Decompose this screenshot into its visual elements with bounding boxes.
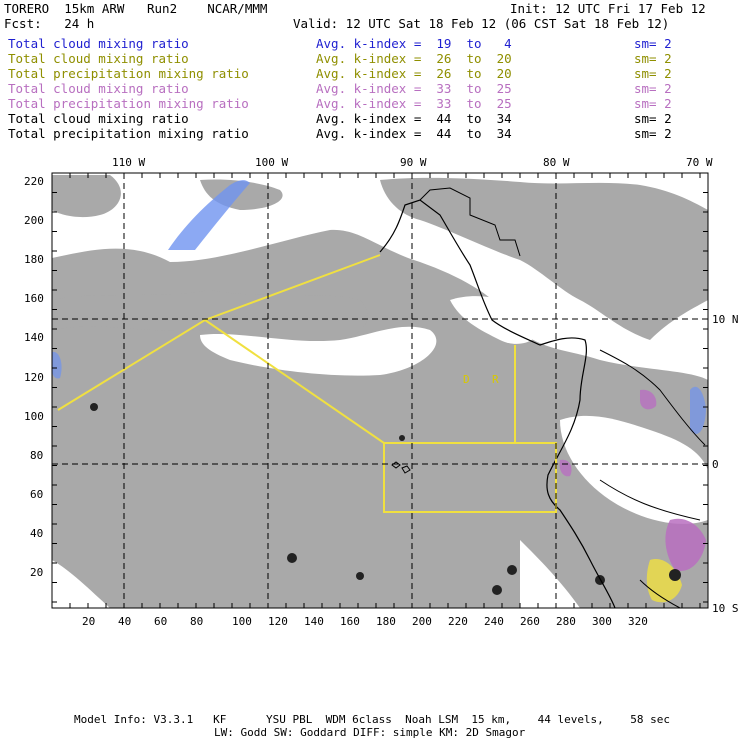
forecast-hour: Fcst: 24 h [4, 16, 95, 31]
run-title: TORERO 15km ARW Run2 NCAR/MMM [4, 1, 268, 16]
y-tick-label: 80 [30, 449, 43, 462]
cloud-mass [52, 175, 121, 218]
lat-label: 10 S [712, 602, 739, 615]
legend-sm: sm= 2 [634, 36, 672, 51]
dark-cloud-core [90, 403, 98, 411]
coastline [379, 199, 616, 608]
clear-area [450, 296, 541, 344]
y-tick-label: 120 [24, 371, 44, 384]
model-info-line2: LW: Godd SW: Goddard DIFF: simple KM: 2D… [214, 726, 526, 739]
legend-stat: Avg. k-index = 33 to 25 [316, 96, 512, 111]
lat-label: 0 [712, 458, 719, 471]
x-tick-label: 160 [340, 615, 360, 628]
x-tick-label: 260 [520, 615, 540, 628]
coastline [599, 479, 701, 521]
legend-stat: Avg. k-index = 26 to 20 [316, 51, 512, 66]
clear-area [300, 200, 370, 231]
x-tick-label: 280 [556, 615, 576, 628]
x-tick-label: 220 [448, 615, 468, 628]
x-tick-label: 60 [154, 615, 167, 628]
lat-label: 10 N [712, 313, 739, 326]
dark-cloud-core [507, 565, 517, 575]
legend-sm: sm= 2 [634, 66, 672, 81]
clear-area [52, 560, 110, 608]
lon-label: 110 W [112, 156, 145, 169]
x-tick-label: 180 [376, 615, 396, 628]
y-tick-label: 20 [30, 566, 43, 579]
lon-label: 80 W [543, 156, 570, 169]
legend-stat: Avg. k-index = 19 to 4 [316, 36, 512, 51]
dark-cloud-core [492, 585, 502, 595]
y-tick-label: 140 [24, 331, 44, 344]
coastline [419, 187, 521, 257]
y-tick-label: 160 [24, 292, 44, 305]
legend-sm: sm= 2 [634, 126, 672, 141]
blue-cloud [690, 386, 706, 434]
init-time: Init: 12 UTC Fri 17 Feb 12 [510, 1, 706, 16]
clear-area [520, 540, 580, 608]
legend-sm: sm= 2 [634, 51, 672, 66]
legend-label: Total cloud mixing ratio [8, 36, 189, 51]
x-tick-label: 80 [190, 615, 203, 628]
legend-label: Total cloud mixing ratio [8, 111, 189, 126]
clear-area [200, 326, 437, 376]
tick-marks [51, 172, 708, 608]
dark-cloud-core [399, 435, 405, 441]
dark-cloud-core [356, 572, 364, 580]
coastline [599, 349, 706, 446]
x-tick-label: 20 [82, 615, 95, 628]
cloud-mass [380, 177, 708, 340]
y-tick-label: 220 [24, 175, 44, 188]
legend-sm: sm= 2 [634, 111, 672, 126]
blue-cloud [168, 180, 250, 250]
coastline [639, 579, 681, 608]
x-tick-label: 100 [232, 615, 252, 628]
legend-label: Total precipitation mixing ratio [8, 126, 249, 141]
flight-track [384, 345, 516, 444]
legend-label: Total cloud mixing ratio [8, 51, 189, 66]
legend-label: Total precipitation mixing ratio [8, 96, 249, 111]
dark-cloud-core [287, 553, 297, 563]
model-info-line1: Model Info: V3.3.1 KF YSU PBL WDM 6class… [74, 713, 671, 726]
purple-cloud [665, 518, 706, 571]
x-tick-label: 200 [412, 615, 432, 628]
y-tick-label: 60 [30, 488, 43, 501]
flight-track [204, 319, 557, 513]
lon-label: 90 W [400, 156, 427, 169]
legend-sm: sm= 2 [634, 96, 672, 111]
x-tick-label: 140 [304, 615, 324, 628]
island [391, 461, 411, 474]
x-tick-label: 300 [592, 615, 612, 628]
legend-stat: Avg. k-index = 44 to 34 [316, 126, 512, 141]
y-tick-label: 180 [24, 253, 44, 266]
x-tick-label: 40 [118, 615, 131, 628]
lon-label: 70 W [686, 156, 713, 169]
grid-lines [52, 173, 708, 608]
purple-cloud [640, 389, 657, 410]
box-letter: D [463, 373, 470, 386]
legend-stat: Avg. k-index = 44 to 34 [316, 111, 512, 126]
lon-label: 100 W [255, 156, 288, 169]
clear-area [560, 415, 708, 524]
dark-cloud-core [669, 569, 681, 581]
valid-time: Valid: 12 UTC Sat 18 Feb 12 (06 CST Sat … [293, 16, 670, 31]
x-tick-label: 320 [628, 615, 648, 628]
x-tick-label: 240 [484, 615, 504, 628]
legend-stat: Avg. k-index = 26 to 20 [316, 66, 512, 81]
map-border [51, 172, 709, 609]
legend-sm: sm= 2 [634, 81, 672, 96]
cloud-field [52, 175, 708, 608]
blue-cloud [52, 351, 62, 379]
legend-label: Total precipitation mixing ratio [8, 66, 249, 81]
x-tick-label: 120 [268, 615, 288, 628]
y-tick-label: 200 [24, 214, 44, 227]
y-tick-label: 100 [24, 410, 44, 423]
box-letter: R [492, 373, 499, 386]
axis-labels: 110 W 100 W 90 W 80 W 70 W 10 N 0 10 S 2… [24, 156, 739, 628]
y-tick-label: 40 [30, 527, 43, 540]
legend-stat: Avg. k-index = 33 to 25 [316, 81, 512, 96]
legend-label: Total cloud mixing ratio [8, 81, 189, 96]
